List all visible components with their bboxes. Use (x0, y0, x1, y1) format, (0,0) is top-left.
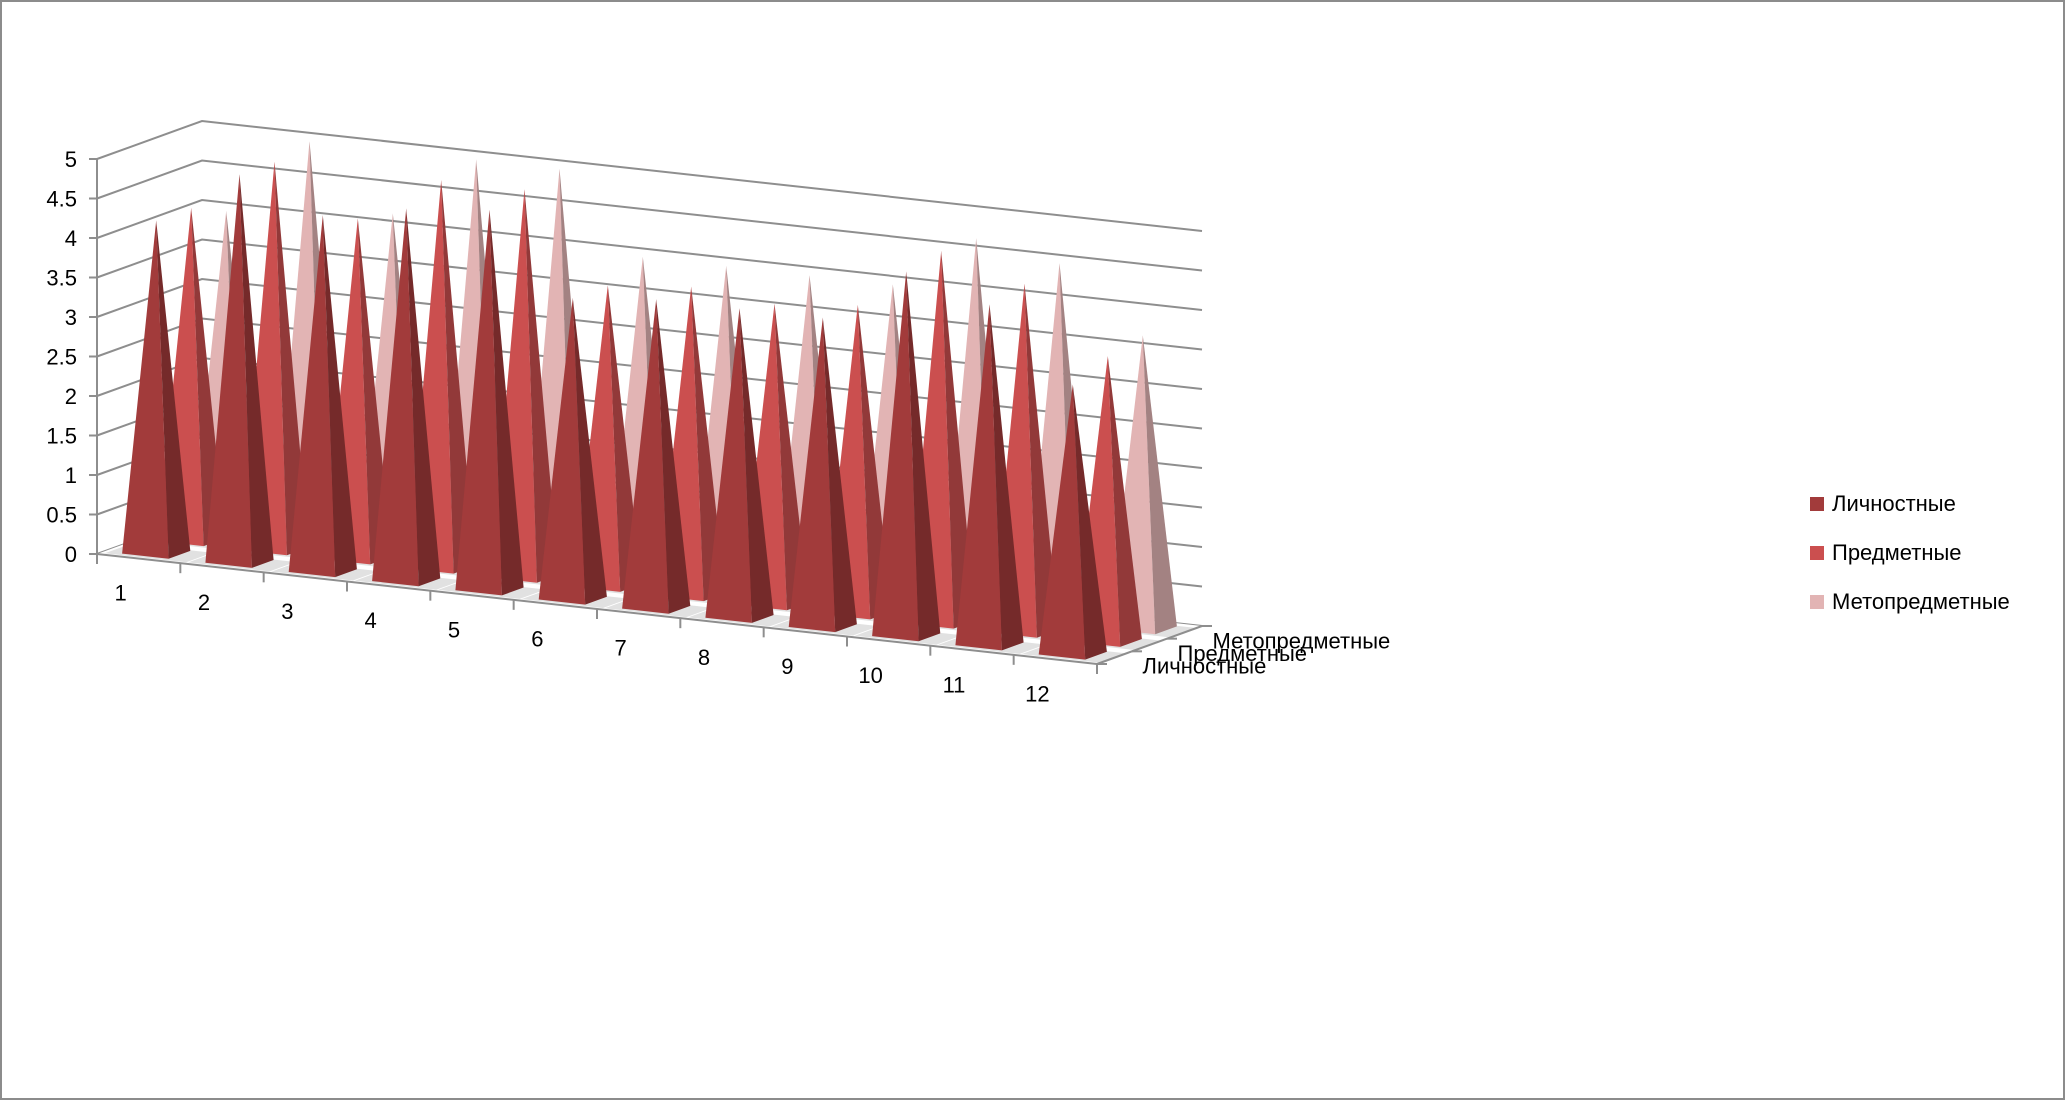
y-tick-label: 0.5 (46, 503, 77, 528)
pyramid-Личностные-7 (604, 299, 713, 618)
pyramid-Личностные-6 (521, 297, 629, 608)
pyramid-side-face (156, 220, 191, 559)
pyramid-side-face (989, 304, 1024, 651)
pyramid-side-face (906, 271, 941, 642)
pyramid-side-face (1142, 335, 1177, 635)
depth-tick-label: Метопредметные (1213, 628, 1391, 653)
gridline (96, 277, 1203, 390)
pyramid-side-face (1024, 283, 1059, 638)
pyramid-Личностные-1 (104, 220, 213, 563)
x-tick-label: 11 (943, 672, 966, 697)
x-tick-label: 5 (448, 617, 460, 642)
legend-label: Личностные (1832, 491, 1956, 516)
y-tick-label: 3.5 (46, 266, 77, 291)
legend-swatch (1810, 497, 1824, 511)
pyramid-series (104, 141, 1199, 663)
pyramid-Личностные-9 (771, 317, 879, 636)
pyramid-side-face (572, 297, 607, 605)
pyramid-side-face (406, 208, 441, 587)
gridline (96, 238, 1203, 351)
legend-swatch (1810, 546, 1824, 560)
x-tick-label: 10 (858, 663, 882, 688)
legend-label: Предметные (1832, 540, 1962, 565)
x-tick-label: 2 (198, 590, 210, 615)
y-tick-label: 4 (65, 226, 77, 251)
pyramid-front-face (705, 308, 752, 623)
pyramid-front-face (205, 174, 252, 568)
pyramid-front-face (122, 220, 169, 559)
pyramid-front-face (622, 299, 669, 614)
x-tick-label: 4 (365, 608, 377, 633)
pyramid-side-face (656, 299, 691, 614)
pyramid-front-face (455, 209, 502, 596)
x-tick-label: 1 (115, 581, 127, 606)
y-tick-label: 1 (65, 463, 77, 488)
y-tick-label: 1.5 (46, 424, 77, 449)
y-tick-label: 5 (65, 147, 77, 172)
legend-label: Метопредметные (1832, 589, 2010, 614)
pyramid-front-face (538, 297, 586, 605)
depth-axis-line (1096, 625, 1203, 665)
pyramid-Личностные-8 (688, 308, 796, 627)
pyramid-Личностные-12 (1021, 384, 1129, 663)
pyramid-side-face (489, 209, 524, 596)
pyramid-front-face (788, 317, 836, 633)
pyramid-Личностные-11 (938, 304, 1046, 654)
y-tick-label: 4.5 (46, 187, 77, 212)
gridline (96, 119, 1203, 232)
y-tick-label: 2 (65, 384, 77, 409)
pyramid-side-face (739, 308, 774, 623)
pyramid-side-face (239, 174, 274, 568)
y-tick-label: 3 (65, 305, 77, 330)
pyramid-front-face (1038, 384, 1086, 660)
y-axis-labels: 0 0.5 1 1.5 2 2.5 3 3.5 4 4.5 5 (46, 147, 77, 567)
pyramid-side-face (1107, 356, 1142, 647)
pyramid-side-face (822, 317, 857, 633)
y-tick-label: 2.5 (46, 345, 77, 370)
x-tick-label: 6 (531, 626, 543, 651)
x-tick-label: 9 (781, 654, 793, 679)
legend-swatch (1810, 595, 1824, 609)
x-tick-label: 3 (281, 599, 293, 624)
gridline (96, 198, 1203, 311)
pyramid-side-face (524, 189, 559, 583)
legend: Личностные Предметные Метопредметные (1810, 491, 2010, 614)
pyramid-front-face (955, 304, 1002, 651)
x-axis-labels: 1 2 3 4 5 6 7 8 9 10 11 12 (115, 581, 1050, 707)
depth-tick-label: Предметные (1178, 641, 1308, 666)
y-tick-label: 0 (65, 542, 77, 567)
x-tick-label: 12 (1025, 681, 1049, 706)
pyramid-front-face (372, 208, 419, 587)
pyramid-Личностные-10 (854, 271, 963, 645)
pyramid-side-face (322, 215, 357, 578)
pyramid-Личностные-4 (354, 208, 463, 590)
pyramid-Личностные-5 (438, 209, 546, 599)
x-tick-label: 8 (698, 645, 710, 670)
pyramid-Личностные-3 (271, 215, 379, 581)
gridline (96, 159, 1203, 272)
pyramid-front-face (872, 271, 919, 642)
pyramid-front-face (288, 215, 336, 578)
pyramid-Личностные-2 (188, 174, 296, 572)
pyramid-side-face (1072, 384, 1107, 660)
x-tick-label: 7 (615, 636, 627, 661)
depth-tick-label: Личностные (1143, 654, 1267, 679)
chart-axes (89, 158, 1212, 674)
